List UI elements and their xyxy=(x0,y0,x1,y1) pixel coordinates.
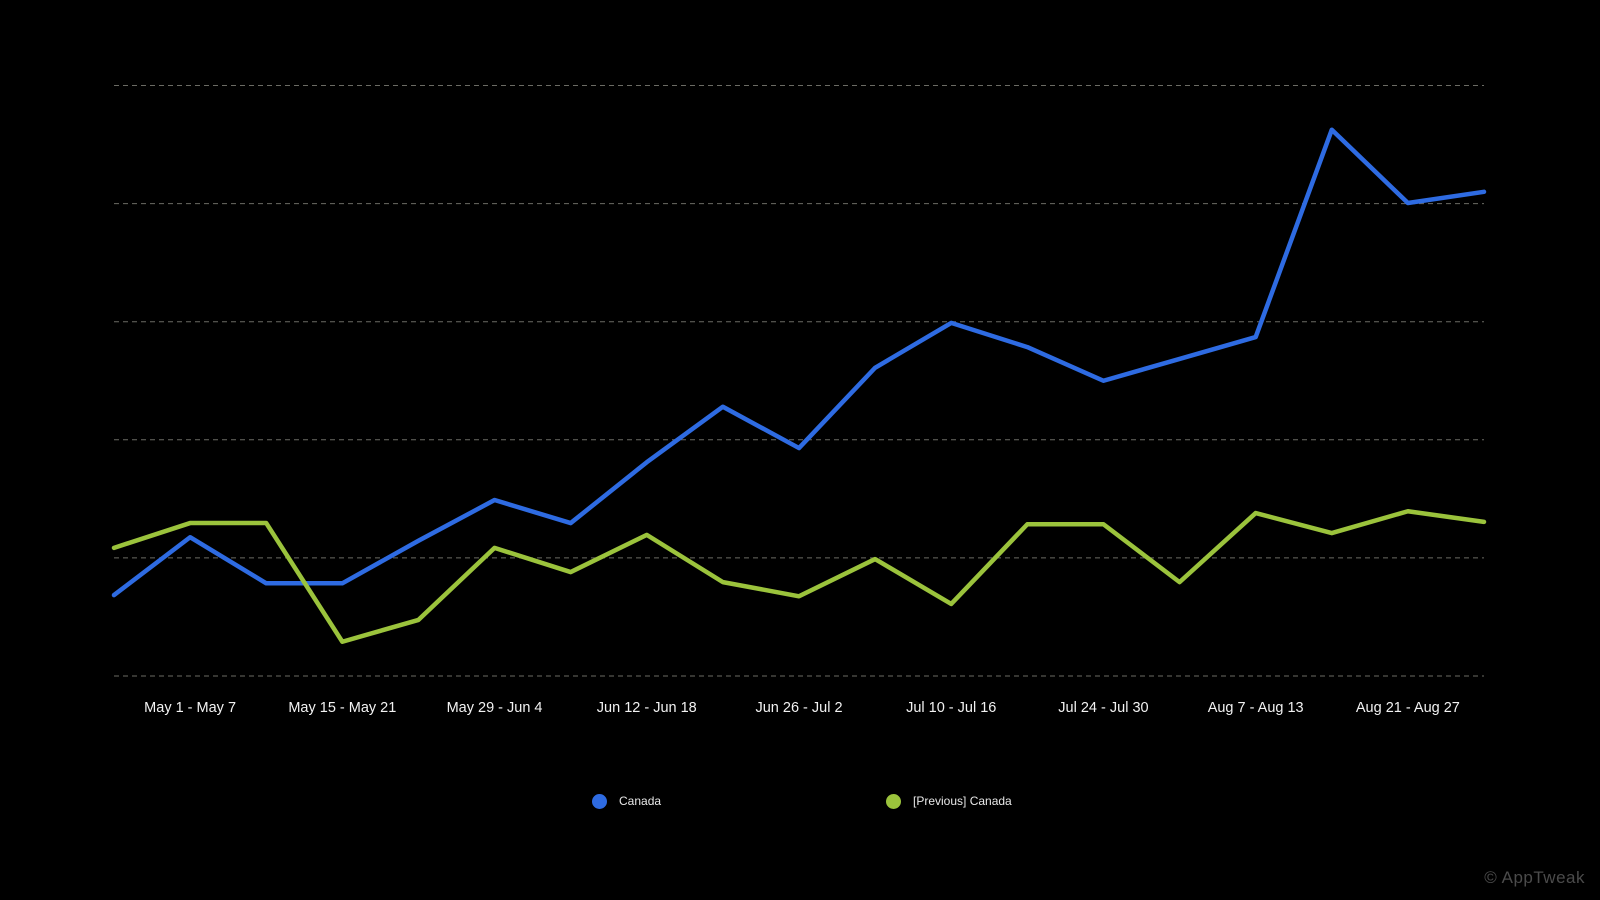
x-tick-label: Jul 10 - Jul 16 xyxy=(906,700,996,716)
legend: Canada [Previous] Canada xyxy=(0,793,1600,811)
legend-label-canada: Canada xyxy=(619,794,662,808)
x-tick-label: Jun 12 - Jun 18 xyxy=(597,700,697,716)
x-tick-label: Jun 26 - Jul 2 xyxy=(755,700,842,716)
apptweak-watermark: © AppTweak xyxy=(1484,868,1585,887)
x-tick-label: May 1 - May 7 xyxy=(144,700,236,716)
canada-line[interactable] xyxy=(111,127,1487,598)
previous-canada-line[interactable] xyxy=(111,509,1487,645)
canada-series-dot-icon xyxy=(592,793,607,809)
x-tick-label: May 15 - May 21 xyxy=(288,700,396,716)
x-tick-label: May 29 - Jun 4 xyxy=(447,700,543,716)
x-axis-labels: May 1 - May 7 May 15 - May 21 May 29 - Jun… xyxy=(144,700,1460,716)
series-lines xyxy=(111,127,1487,645)
legend-label-previous-canada: [Previous] Canada xyxy=(913,794,1012,808)
x-tick-label: Aug 21 - Aug 27 xyxy=(1356,700,1460,716)
x-tick-label: Jul 24 - Jul 30 xyxy=(1058,700,1148,716)
gridlines xyxy=(114,85,1484,677)
legend-item-previous-canada[interactable]: [Previous] Canada xyxy=(886,793,1012,809)
x-tick-label: Aug 7 - Aug 13 xyxy=(1208,700,1304,716)
legend-item-canada[interactable]: Canada xyxy=(592,793,661,809)
previous-canada-series-dot-icon xyxy=(886,793,901,809)
